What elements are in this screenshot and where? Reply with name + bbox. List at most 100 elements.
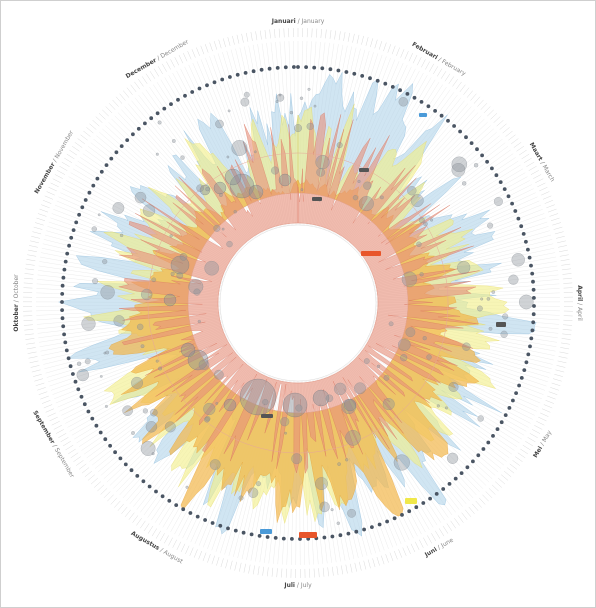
bubble (398, 338, 411, 352)
bubble (134, 191, 147, 204)
day-label-tick (551, 382, 561, 386)
bubble (307, 87, 311, 91)
bubble (188, 279, 204, 295)
day-dot (73, 379, 78, 384)
month-label-secondary: / March (538, 158, 556, 183)
day-label-tick (207, 554, 211, 563)
day-label-tick (343, 32, 346, 41)
bubble (319, 501, 330, 513)
day-dot (99, 169, 104, 174)
day-dot (480, 153, 484, 158)
bubble (209, 459, 221, 470)
bubble (198, 359, 210, 370)
day-label-tick (452, 79, 458, 87)
day-label-tick (347, 32, 350, 42)
month-label: September / September (32, 409, 76, 479)
day-label-tick (68, 448, 76, 455)
day-label-tick (554, 231, 564, 235)
day-label-tick (48, 187, 57, 192)
month-label-secondary: / May (538, 429, 553, 449)
annotation-tag (359, 168, 369, 172)
day-label-tick (52, 178, 61, 183)
day-label-tick (513, 142, 522, 148)
day-dot (529, 336, 534, 341)
bubble (275, 100, 279, 104)
day-label-tick (525, 441, 534, 447)
day-label-tick (541, 191, 550, 196)
day-dot (428, 496, 432, 501)
day-label-tick (164, 535, 169, 544)
day-label-tick (76, 460, 84, 466)
bubble (84, 358, 91, 365)
day-label-tick (322, 567, 325, 577)
bubble (150, 408, 158, 417)
day-dot (190, 90, 195, 94)
day-label-tick (151, 528, 157, 537)
day-label-tick (429, 63, 434, 72)
month-label-secondary: / October (13, 274, 20, 304)
day-dot (502, 187, 507, 192)
day-label-tick (124, 509, 131, 517)
day-label-tick (559, 351, 569, 354)
bubble (223, 398, 237, 412)
bubble (313, 104, 317, 108)
day-label-tick (239, 562, 242, 572)
day-label-tick (383, 42, 387, 52)
month-label: Januari / January (271, 18, 325, 25)
day-label-tick (512, 460, 520, 466)
bubble (226, 155, 230, 159)
bubble (238, 495, 244, 501)
day-label-tick (187, 51, 192, 60)
day-dot (469, 141, 474, 146)
day-label-tick (54, 174, 63, 179)
day-dot (433, 109, 437, 113)
day-label-tick (138, 79, 144, 87)
day-dot (419, 100, 424, 104)
annotation-tag (419, 113, 427, 117)
day-label-tick (121, 506, 128, 514)
bubble (239, 378, 277, 416)
day-label-tick (159, 533, 165, 542)
day-label-tick (487, 109, 494, 117)
day-label-tick (437, 68, 443, 77)
day-label-tick (260, 30, 262, 40)
day-label-tick (558, 356, 568, 359)
day-dot (195, 514, 200, 519)
day-dot (517, 383, 521, 388)
day-label-tick (439, 528, 445, 537)
day-dot (503, 413, 508, 417)
month-label: Oktober / October (13, 274, 20, 332)
day-label-tick (555, 369, 565, 373)
day-dot (62, 267, 67, 272)
day-label-tick (27, 351, 37, 354)
bubble (247, 487, 259, 498)
day-label-tick (521, 153, 530, 160)
day-label-tick (560, 259, 570, 262)
day-label-tick (78, 463, 87, 470)
day-label-tick (400, 49, 405, 58)
bubble (398, 97, 408, 107)
bubble (253, 150, 257, 154)
day-label-tick (90, 477, 98, 485)
day-dot (265, 535, 270, 539)
day-label-tick (29, 360, 39, 364)
day-label-tick (25, 263, 35, 266)
day-label-tick (522, 444, 531, 451)
day-label-tick (535, 178, 544, 183)
day-label-tick (495, 481, 502, 488)
bubble (416, 241, 422, 247)
day-label-tick (211, 555, 215, 565)
day-label-tick (262, 566, 264, 576)
day-dot (532, 304, 536, 308)
bubble-layer (76, 87, 534, 525)
day-dot (235, 72, 240, 77)
day-dot (292, 65, 296, 69)
day-dot (471, 459, 475, 464)
day-dot (439, 113, 444, 118)
bubble (141, 288, 153, 301)
day-dot (412, 95, 417, 100)
bubble (142, 408, 148, 414)
day-label-tick (32, 231, 42, 235)
day-label-tick (168, 537, 173, 546)
day-label-tick (134, 81, 140, 90)
